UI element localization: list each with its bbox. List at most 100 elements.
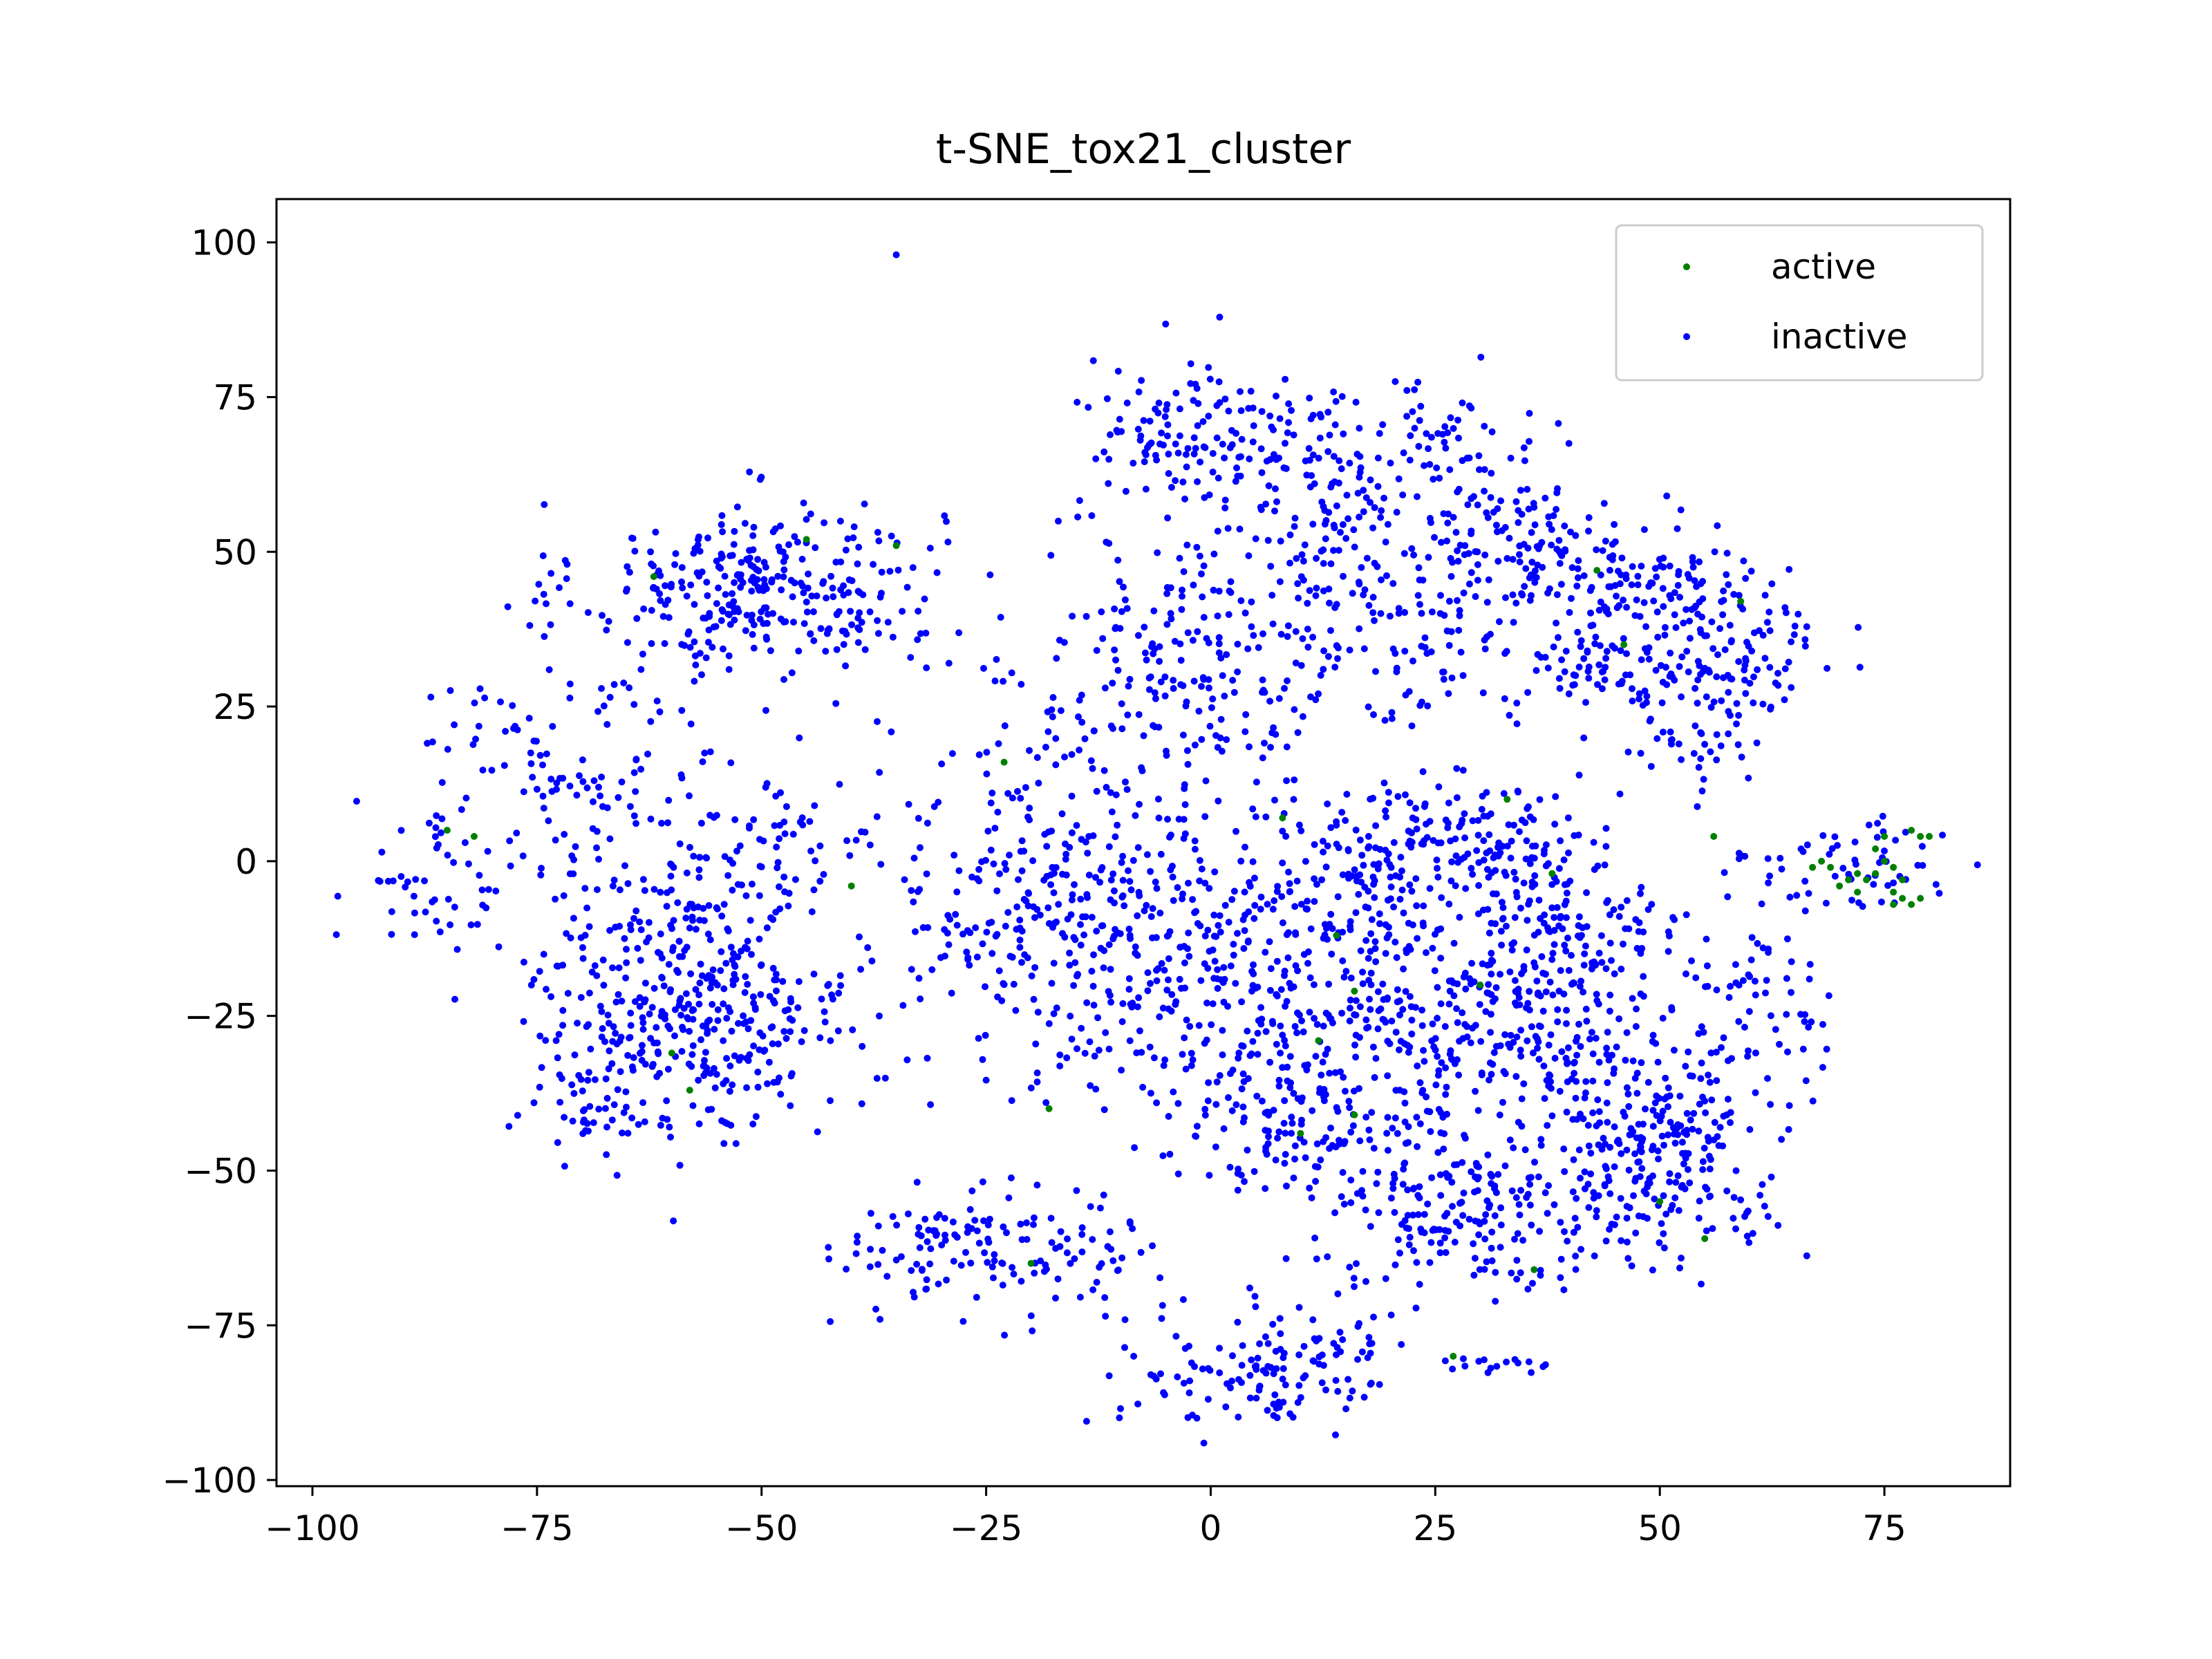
point-inactive (1241, 927, 1248, 935)
point-inactive (975, 865, 983, 873)
point-inactive (1146, 418, 1154, 425)
point-inactive (1340, 430, 1347, 438)
point-inactive (397, 827, 405, 834)
point-inactive (1201, 960, 1208, 968)
point-inactive (1291, 1022, 1299, 1030)
point-inactive (636, 1003, 644, 1010)
point-inactive (1369, 873, 1377, 881)
point-inactive (1483, 633, 1490, 641)
point-active (443, 827, 451, 834)
point-inactive (1764, 855, 1772, 863)
point-inactive (1595, 661, 1603, 668)
point-inactive (1286, 559, 1293, 567)
point-inactive (1616, 790, 1624, 798)
point-inactive (1059, 870, 1066, 878)
point-active (1351, 987, 1358, 995)
point-inactive (1590, 1189, 1597, 1197)
point-inactive (1625, 1103, 1633, 1110)
point-inactive (1437, 955, 1445, 962)
point-inactive (1442, 1249, 1450, 1256)
point-inactive (1087, 1082, 1094, 1089)
point-inactive (1644, 1078, 1652, 1086)
point-inactive (664, 1065, 672, 1073)
point-inactive (1223, 651, 1230, 658)
point-inactive (1229, 1352, 1236, 1360)
point-inactive (1742, 690, 1750, 697)
point-inactive (1658, 699, 1666, 706)
point-inactive (1078, 718, 1086, 726)
point-inactive (1485, 874, 1492, 881)
point-inactive (1698, 613, 1705, 621)
point-inactive (808, 592, 816, 600)
legend-frame (1615, 224, 1984, 382)
point-inactive (1218, 747, 1226, 755)
point-inactive (1049, 713, 1056, 720)
point-inactive (1683, 1109, 1691, 1117)
point-inactive (1206, 491, 1213, 498)
point-inactive (750, 1000, 758, 1007)
point-inactive (1408, 1030, 1416, 1038)
point-inactive (973, 953, 981, 961)
point-inactive (1974, 861, 1981, 869)
point-inactive (723, 1055, 730, 1062)
point-inactive (1484, 1151, 1492, 1159)
point-inactive (532, 597, 539, 605)
point-inactive (1262, 500, 1270, 508)
point-inactive (1445, 1172, 1453, 1180)
point-inactive (1382, 813, 1390, 821)
point-inactive (1182, 1065, 1190, 1073)
point-inactive (695, 1076, 702, 1084)
point-inactive (1216, 313, 1224, 321)
point-inactive (1379, 421, 1387, 429)
point-inactive (648, 1004, 656, 1011)
point-inactive (1454, 1019, 1461, 1027)
point-inactive (1602, 1237, 1610, 1245)
point-inactive (889, 633, 897, 641)
point-active (1450, 1353, 1457, 1360)
point-inactive (1093, 1279, 1100, 1286)
point-inactive (1018, 837, 1026, 845)
point-inactive (1691, 604, 1698, 612)
point-inactive (593, 844, 600, 852)
point-inactive (846, 852, 854, 859)
point-inactive (1752, 1049, 1759, 1057)
point-inactive (1304, 644, 1312, 651)
point-active (1827, 863, 1835, 871)
point-inactive (658, 955, 666, 962)
point-inactive (767, 914, 774, 921)
point-inactive (1209, 695, 1217, 703)
point-inactive (1385, 850, 1392, 858)
point-inactive (1488, 971, 1495, 978)
point-inactive (433, 812, 440, 819)
point-inactive (1701, 664, 1709, 672)
point-inactive (1442, 444, 1450, 452)
point-inactive (1013, 903, 1021, 910)
point-inactive (1368, 1340, 1376, 1347)
point-inactive (1291, 706, 1298, 713)
point-inactive (757, 991, 765, 998)
point-inactive (984, 1259, 991, 1266)
point-inactive (1248, 968, 1256, 975)
point-inactive (1121, 902, 1128, 910)
point-inactive (943, 1276, 950, 1284)
point-inactive (650, 583, 657, 591)
point-inactive (1122, 487, 1130, 495)
point-inactive (1291, 776, 1298, 784)
point-inactive (1354, 489, 1362, 497)
point-inactive (1416, 1194, 1423, 1201)
point-inactive (1048, 1239, 1056, 1246)
point-inactive (1695, 1215, 1703, 1222)
point-inactive (1399, 491, 1407, 498)
point-inactive (1190, 677, 1198, 685)
point-inactive (1517, 1027, 1525, 1034)
point-inactive (772, 792, 780, 800)
point-inactive (1892, 836, 1900, 844)
point-inactive (1436, 1239, 1444, 1247)
point-inactive (535, 581, 543, 588)
point-inactive (1646, 1179, 1653, 1187)
point-inactive (1073, 1187, 1080, 1194)
point-inactive (605, 617, 612, 625)
point-inactive (1183, 463, 1190, 471)
point-inactive (949, 1218, 957, 1226)
point-inactive (1563, 890, 1571, 897)
